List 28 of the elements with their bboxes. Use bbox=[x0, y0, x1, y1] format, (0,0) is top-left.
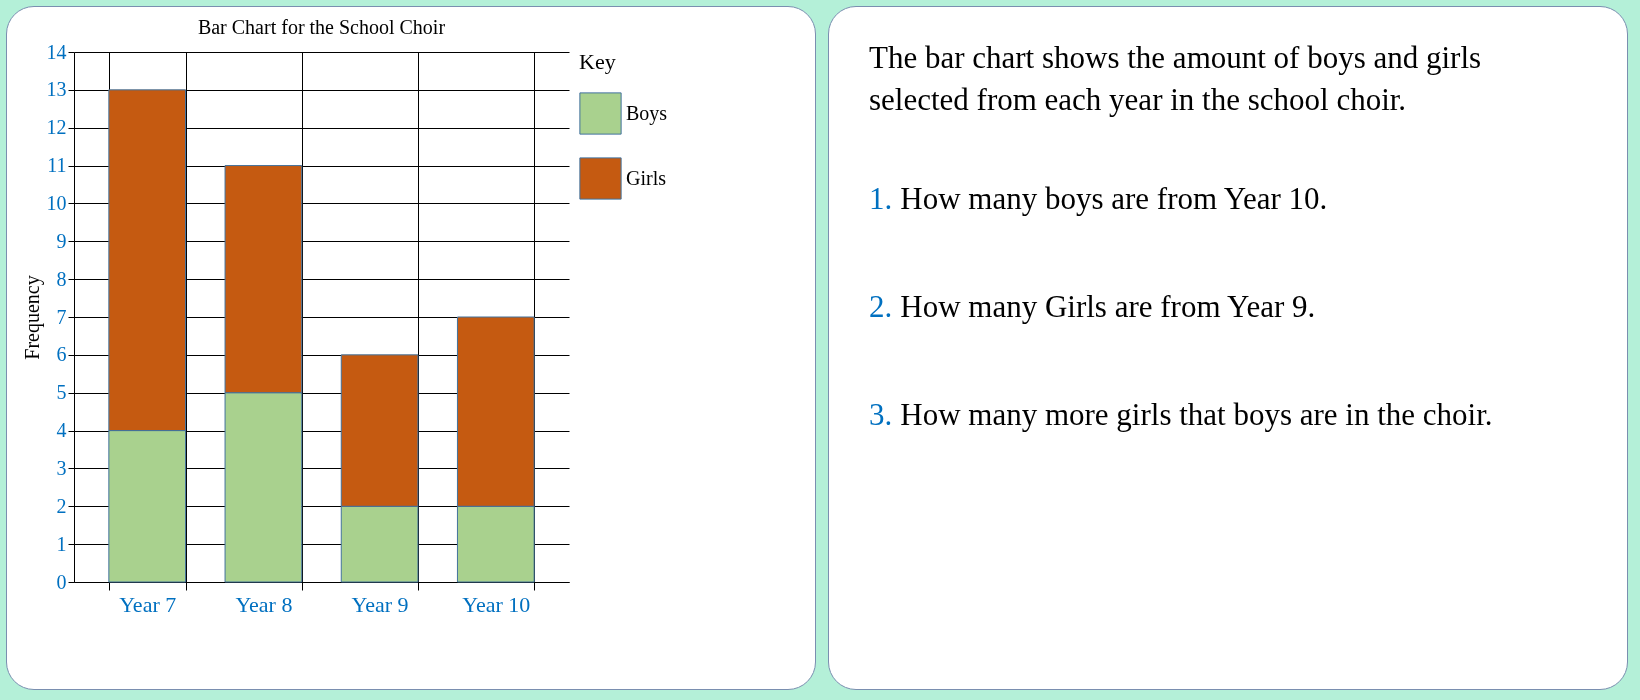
y-tick-label: 4 bbox=[56, 419, 67, 442]
text: The bar chart shows the amount of boys and girls selected from each year in the school choir. bbox=[869, 39, 1483, 119]
legend-label: Boys bbox=[626, 101, 668, 125]
y-tick-label: 8 bbox=[56, 267, 67, 290]
chart-title: Bar Chart for the School Choir bbox=[197, 16, 446, 38]
x-tick-label: Year 8 bbox=[235, 591, 293, 617]
x-tick-label: Year 10 bbox=[462, 591, 531, 617]
y-tick-label: 10 bbox=[46, 191, 67, 214]
y-tick-label: 12 bbox=[46, 116, 67, 139]
y-axis-title: Frequency bbox=[20, 275, 44, 360]
y-tick-label: 0 bbox=[56, 570, 67, 593]
y-tick-label: 5 bbox=[56, 381, 67, 404]
y-tick-label: 6 bbox=[56, 343, 67, 366]
text: 1. How many boys are from Year 10. bbox=[869, 180, 1329, 217]
x-tick-label: Year 7 bbox=[119, 591, 177, 617]
y-tick-label: 11 bbox=[47, 154, 67, 177]
y-tick-label: 3 bbox=[56, 456, 67, 479]
y-tick-label: 7 bbox=[56, 305, 67, 328]
legend-label: Girls bbox=[626, 166, 667, 189]
y-tick-label: 14 bbox=[46, 40, 67, 63]
y-tick-label: 9 bbox=[56, 229, 67, 252]
y-tick-label: 13 bbox=[46, 78, 67, 101]
x-tick-label: Year 9 bbox=[351, 591, 409, 617]
text: 2. How many Girls are from Year 9. bbox=[869, 288, 1317, 325]
y-tick-label: 1 bbox=[56, 532, 67, 555]
text: 3. How many more girls that boys are in the choir. bbox=[869, 396, 1494, 433]
legend-title: Key bbox=[579, 49, 616, 74]
y-tick-label: 2 bbox=[56, 494, 67, 517]
